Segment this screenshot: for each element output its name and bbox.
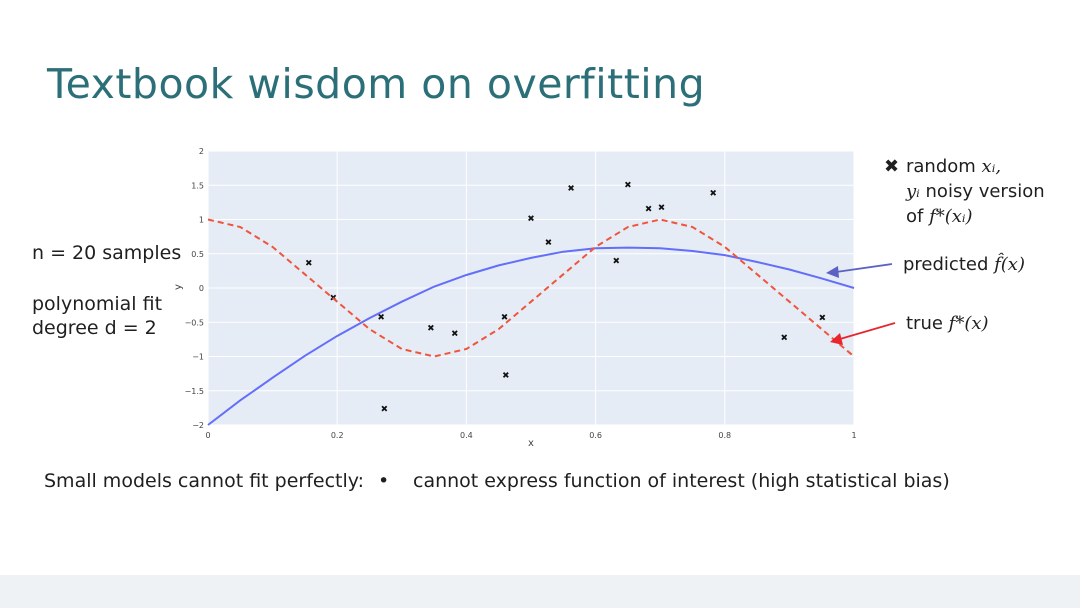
legend-random-line: random xᵢ, bbox=[906, 155, 1001, 179]
y-tick-label: 2 bbox=[199, 147, 204, 156]
data-point bbox=[451, 330, 458, 337]
y-tick-labels: −2 −1.5 −1 −0.5 0 0.5 1 1.5 2 bbox=[185, 147, 204, 430]
fit-label-line1: polynomial fit bbox=[32, 293, 163, 315]
legend-noisy-line: yᵢ noisy version bbox=[906, 180, 1045, 204]
y-axis-label: y bbox=[173, 284, 184, 290]
y-tick-label: −0.5 bbox=[185, 318, 204, 327]
y-tick-label: −1.5 bbox=[185, 387, 204, 396]
true-curve bbox=[207, 218, 855, 358]
x-tick-label: 0 bbox=[205, 431, 210, 440]
y-tick-label: 1.5 bbox=[191, 181, 204, 190]
x-axis-label: x bbox=[528, 438, 534, 449]
x-tick-label: 0.2 bbox=[331, 431, 344, 440]
chart: 0 0.2 0.4 0.6 0.8 1 −2 −1.5 −1 −0.5 0 0.5 1 1.5 2 x y bbox=[173, 147, 857, 449]
data-point bbox=[613, 257, 620, 264]
x-tick-label: 1 bbox=[851, 431, 856, 440]
bullet-icon: • bbox=[378, 470, 390, 492]
data-point bbox=[305, 259, 312, 266]
samples-label: n = 20 samples bbox=[32, 242, 182, 264]
bottom-lead: Small models cannot fit perfectly: bbox=[44, 470, 365, 492]
data-point bbox=[645, 205, 652, 212]
data-point bbox=[781, 334, 788, 341]
slide-title: Textbook wisdom on overfitting bbox=[47, 60, 706, 108]
legend-random-var: xᵢ, bbox=[981, 156, 1002, 177]
predicted-prefix: predicted bbox=[903, 254, 995, 275]
x-tick-label: 0.8 bbox=[718, 431, 731, 440]
y-grid bbox=[208, 150, 854, 426]
legend-of-line: of f*(xᵢ) bbox=[906, 205, 973, 229]
predicted-curve bbox=[207, 246, 855, 426]
data-point bbox=[501, 313, 508, 320]
bottom-point: cannot express function of interest (hig… bbox=[413, 470, 950, 492]
legend-marker-icon: ✖ bbox=[884, 156, 900, 177]
true-func: f*(x) bbox=[948, 313, 989, 334]
x-tick-labels: 0 0.2 0.4 0.6 0.8 1 bbox=[205, 431, 856, 440]
fit-label-line2: degree d = 2 bbox=[32, 317, 157, 339]
true-prefix: true bbox=[906, 313, 949, 334]
y-tick-label: 0.5 bbox=[191, 250, 204, 259]
legend-random-prefix: random bbox=[906, 156, 982, 177]
data-point bbox=[528, 215, 534, 222]
y-tick-label: 0 bbox=[199, 284, 204, 293]
data-point bbox=[502, 372, 509, 378]
data-point bbox=[427, 324, 434, 331]
data-point bbox=[710, 189, 717, 196]
data-point bbox=[819, 314, 826, 321]
predicted-label: predicted f̂(x) bbox=[903, 253, 1025, 277]
x-tick-label: 0.4 bbox=[460, 431, 473, 440]
y-tick-label: 1 bbox=[199, 216, 204, 225]
predicted-func: f̂(x) bbox=[994, 254, 1025, 275]
legend-of-prefix: of bbox=[906, 206, 930, 227]
data-point bbox=[624, 181, 631, 188]
data-point bbox=[545, 239, 552, 246]
data-point bbox=[658, 204, 665, 211]
legend-noisy-rest: noisy version bbox=[919, 181, 1045, 202]
legend-of-func: f*(xᵢ) bbox=[929, 206, 973, 227]
footer-band bbox=[0, 575, 1080, 608]
data-point bbox=[568, 185, 574, 191]
legend-noisy-var: yᵢ bbox=[906, 181, 920, 202]
x-tick-label: 0.6 bbox=[589, 431, 602, 440]
data-point bbox=[378, 313, 385, 320]
true-label: true f*(x) bbox=[906, 312, 989, 336]
data-point bbox=[381, 405, 388, 412]
y-tick-label: −1 bbox=[192, 353, 204, 362]
series-layer bbox=[207, 181, 855, 426]
y-tick-label: −2 bbox=[192, 421, 204, 430]
